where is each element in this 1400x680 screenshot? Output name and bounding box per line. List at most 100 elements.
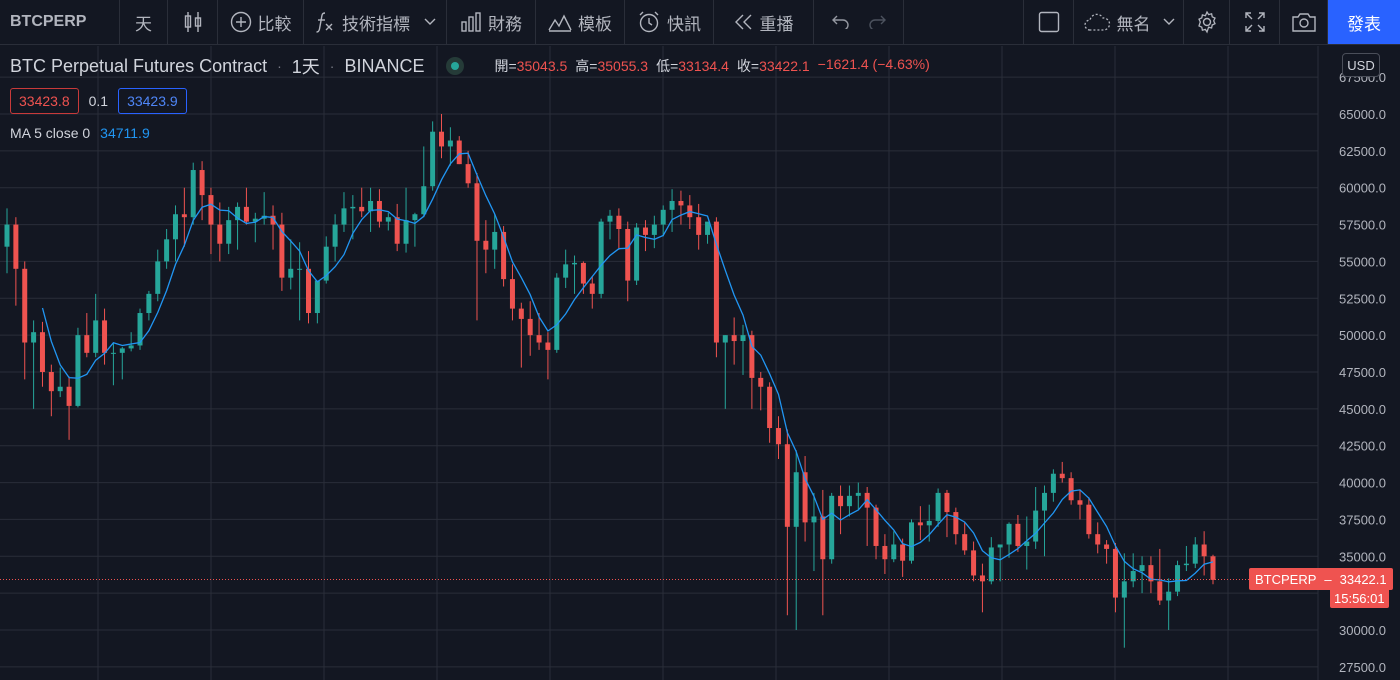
candle[interactable]	[651, 215, 657, 249]
candle[interactable]	[882, 534, 888, 574]
candle[interactable]	[270, 205, 276, 250]
candle[interactable]	[900, 538, 906, 577]
fullscreen-button[interactable]	[1230, 0, 1280, 44]
candle[interactable]	[181, 187, 187, 247]
replay-button[interactable]: 重播	[714, 0, 814, 44]
layout-name-button[interactable]: 無名	[1074, 0, 1184, 44]
candle[interactable]	[359, 187, 365, 218]
candle[interactable]	[66, 376, 72, 440]
candle[interactable]	[1104, 540, 1110, 564]
candle[interactable]	[1077, 489, 1083, 520]
candle[interactable]	[102, 308, 108, 365]
candle[interactable]	[385, 212, 391, 231]
candle[interactable]	[713, 217, 719, 358]
candle[interactable]	[110, 342, 116, 386]
candle[interactable]	[563, 249, 569, 288]
candle[interactable]	[483, 220, 489, 274]
candle[interactable]	[589, 276, 595, 309]
candle[interactable]	[509, 264, 515, 321]
candle[interactable]	[793, 450, 799, 630]
candle[interactable]	[376, 189, 382, 228]
candle[interactable]	[261, 192, 267, 225]
candle[interactable]	[474, 172, 480, 321]
candle[interactable]	[48, 364, 54, 417]
candle[interactable]	[758, 372, 764, 411]
candle[interactable]	[172, 205, 178, 262]
candle[interactable]	[288, 239, 294, 290]
financials-button[interactable]: 財務	[447, 0, 536, 44]
candle[interactable]	[625, 221, 631, 302]
candle[interactable]	[1086, 497, 1092, 539]
candle[interactable]	[1024, 516, 1030, 570]
candle[interactable]	[128, 332, 134, 352]
candle[interactable]	[917, 506, 923, 541]
candle[interactable]	[155, 249, 161, 302]
candle[interactable]	[642, 220, 648, 252]
chart-pane[interactable]: 67500.0 65000.0 62500.0 60000.0 57500.0 55000…	[0, 46, 1400, 680]
candle[interactable]	[820, 489, 826, 616]
candle[interactable]	[84, 313, 90, 358]
candle[interactable]	[297, 242, 303, 321]
candle[interactable]	[1015, 515, 1021, 552]
buy-price-button[interactable]: 33423.9	[118, 88, 187, 114]
candle[interactable]	[456, 136, 462, 165]
candle[interactable]	[829, 492, 835, 564]
candle[interactable]	[838, 485, 844, 535]
candle[interactable]	[1157, 548, 1163, 605]
candle[interactable]	[962, 522, 968, 555]
candle[interactable]	[660, 205, 666, 237]
candle[interactable]	[846, 485, 852, 517]
candle[interactable]	[598, 218, 604, 299]
candle[interactable]	[1175, 560, 1181, 597]
candle[interactable]	[279, 212, 285, 291]
candle[interactable]	[909, 519, 914, 564]
candle[interactable]	[669, 189, 675, 232]
candle[interactable]	[784, 429, 790, 616]
candle[interactable]	[39, 321, 45, 387]
candle[interactable]	[1130, 553, 1136, 588]
candle[interactable]	[1166, 578, 1172, 630]
candle[interactable]	[22, 261, 28, 380]
candle[interactable]	[439, 114, 445, 159]
candle[interactable]	[430, 121, 436, 191]
currency-button[interactable]: USD	[1342, 53, 1380, 77]
candle[interactable]	[731, 317, 737, 365]
candle[interactable]	[518, 302, 524, 368]
ma-indicator-label[interactable]: MA 5 close 0	[10, 125, 91, 141]
candle[interactable]	[1121, 553, 1127, 648]
candle[interactable]	[1148, 556, 1154, 594]
candle[interactable]	[705, 221, 711, 244]
candle[interactable]	[465, 150, 471, 188]
layout-select-button[interactable]	[1024, 0, 1074, 44]
candle[interactable]	[953, 507, 959, 545]
candle[interactable]	[199, 161, 205, 221]
market-status-icon[interactable]	[446, 57, 465, 75]
candle[interactable]	[421, 146, 427, 218]
candle[interactable]	[536, 313, 542, 350]
settings-button[interactable]	[1184, 0, 1230, 44]
candle[interactable]	[217, 202, 223, 262]
candle[interactable]	[137, 308, 143, 350]
chart-type-button[interactable]	[168, 0, 218, 44]
candle[interactable]	[802, 456, 808, 542]
candle[interactable]	[447, 127, 453, 166]
undo-icon[interactable]	[831, 15, 850, 29]
candle[interactable]	[208, 187, 214, 255]
candle[interactable]	[811, 492, 817, 572]
candle[interactable]	[119, 346, 125, 380]
candle[interactable]	[252, 212, 258, 243]
candle[interactable]	[775, 416, 781, 459]
candle[interactable]	[1139, 556, 1145, 594]
candle[interactable]	[1201, 531, 1207, 576]
candle[interactable]	[350, 195, 356, 240]
candle[interactable]	[997, 544, 1003, 582]
candle[interactable]	[243, 187, 249, 225]
candle[interactable]	[935, 488, 941, 527]
candle[interactable]	[190, 162, 196, 225]
templates-button[interactable]: 模板	[536, 0, 625, 44]
candle[interactable]	[492, 214, 498, 269]
candle[interactable]	[341, 192, 347, 232]
snapshot-button[interactable]	[1280, 0, 1328, 44]
candle[interactable]	[1095, 522, 1101, 554]
candle[interactable]	[1059, 461, 1065, 483]
